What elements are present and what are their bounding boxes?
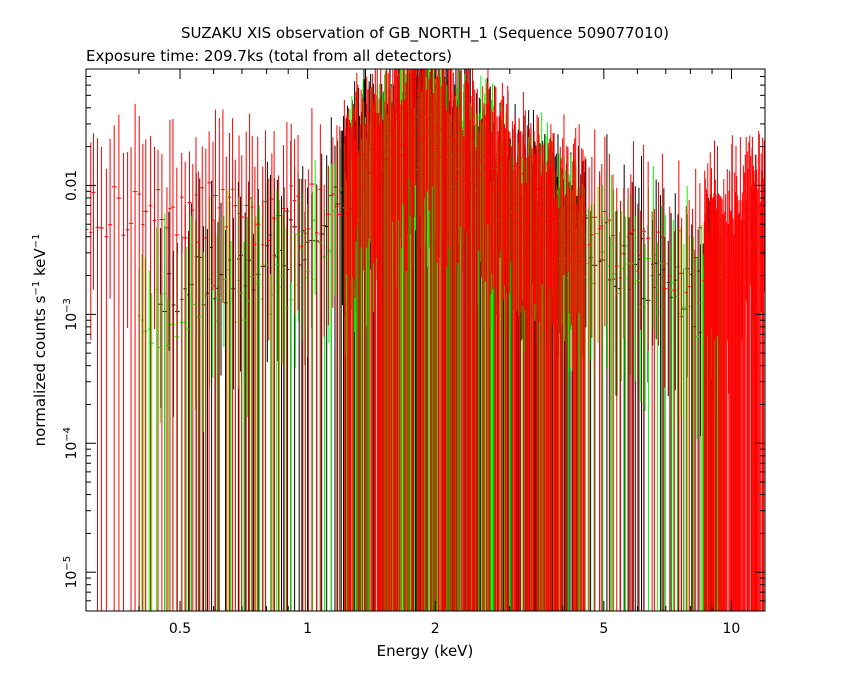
tick-layer: 0.5 1 2 5 10 0.01 10−3 10−4 10−5 — [62, 68, 765, 637]
x-tick-label: 0.5 — [169, 621, 191, 637]
x-tick-label: 2 — [431, 621, 440, 637]
chart-title: SUZAKU XIS observation of GB_NORTH_1 (Se… — [181, 24, 669, 43]
y-tick-label: 10−5 — [62, 556, 80, 589]
chart-subtitle: Exposure time: 209.7ks (total from all d… — [86, 47, 452, 65]
y-tick-label: 10−3 — [62, 298, 80, 331]
x-tick-label: 5 — [599, 621, 608, 637]
y-axis-label-text: normalized counts s — [31, 295, 49, 446]
y-axis-label-unit: keV — [31, 248, 49, 281]
plot-frame — [85, 68, 766, 612]
y-axis-label: normalized counts s−1 keV−1 — [31, 234, 49, 447]
y-axis-label-exp-1: −1 — [31, 281, 42, 296]
x-axis-label: Energy (keV) — [377, 642, 474, 660]
y-tick-label: 10−4 — [62, 427, 80, 460]
x-tick-label: 10 — [723, 621, 741, 637]
x-tick-label: 1 — [303, 621, 312, 637]
y-tick-label: 0.01 — [64, 170, 80, 201]
y-axis-label-exp-2: −1 — [31, 234, 42, 249]
data-layer — [86, 69, 765, 611]
series-red — [86, 69, 765, 611]
